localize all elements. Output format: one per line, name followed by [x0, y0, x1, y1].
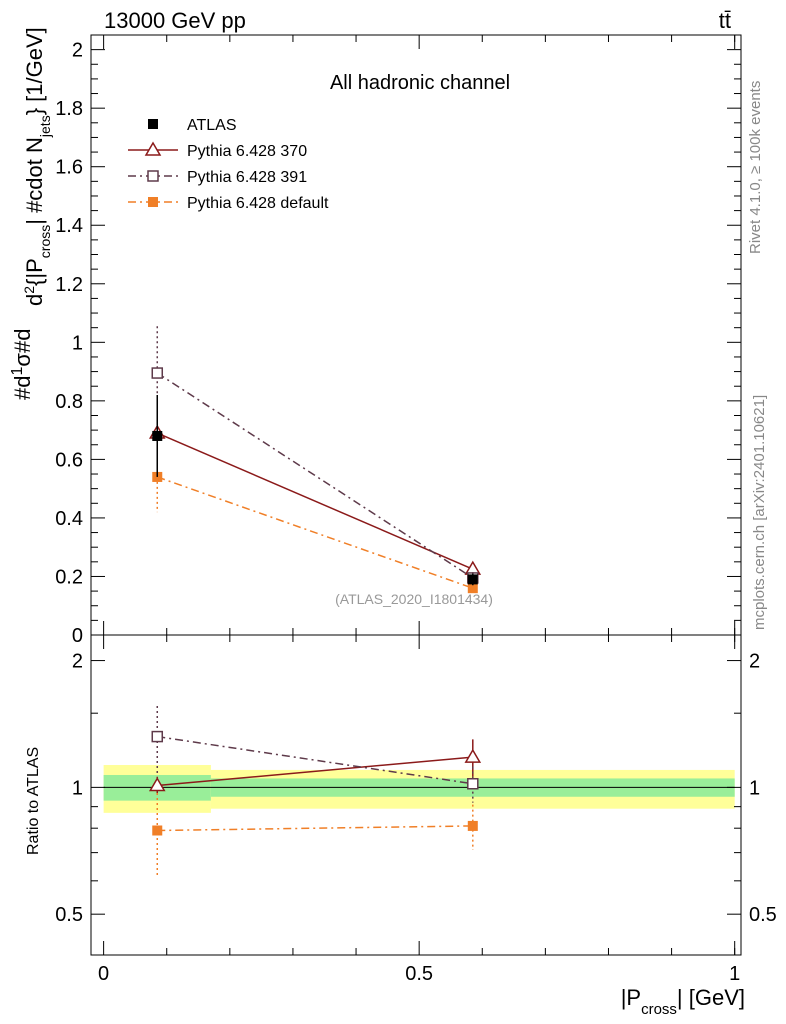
ratio-y-tick-label-right: 1: [749, 777, 760, 799]
legend-label-pythia-6-428-370: Pythia 6.428 370: [187, 143, 307, 160]
ratio-y-label: Ratio to ATLAS: [25, 747, 42, 855]
y-tick-label: 0.4: [55, 508, 83, 530]
x-axis-label: |Pcross| [GeV]: [621, 985, 745, 1018]
y-tick-label: 0.8: [55, 391, 83, 413]
y-tick-label: 2: [72, 40, 83, 62]
ratio-point-pythia-6-428-370: [148, 777, 166, 792]
y-tick-label: 1.4: [55, 215, 83, 237]
ratio-point-pythia-6-428-391: [467, 778, 479, 790]
ratio-panel-frame: [90, 634, 742, 956]
y-tick-label: 0.2: [55, 566, 83, 588]
y-axis-label-text: #d1σ#d: [9, 329, 35, 400]
energy-label: 13000 GeV pp: [104, 8, 246, 33]
y-axis-label: #d1σ#d d2{|Pcross| #cdot Njets} [1/GeV]: [9, 27, 53, 400]
chart-title: All hadronic channel: [330, 72, 510, 94]
rivet-label: Rivet 4.1.0, ≥ 100k events: [747, 81, 764, 254]
ratio-point-pythia-6-428-391: [151, 730, 164, 743]
ratio-line-pythia-6-428-391: [157, 735, 473, 785]
x-tick-label: 0: [98, 963, 109, 985]
ratio-point-pythia-6-428-370: [464, 748, 482, 763]
ratio-y-tick-label: 2: [72, 651, 83, 673]
analysis-tag: (ATLAS_2020_I1801434): [335, 591, 493, 607]
ratio-y-tick-label-right: 2: [749, 651, 760, 673]
point-atlas: [152, 430, 163, 441]
legend-marker-pythia-6-428-391: [147, 170, 159, 182]
y-tick-label: 0: [72, 625, 83, 647]
ratio-y-tick-label: 1: [72, 777, 83, 799]
ratio-line-pythia-6-428-370: [157, 756, 473, 787]
legend-marker-pythia-6-428-370: [144, 141, 162, 156]
point-pythia-6-428-default: [467, 583, 478, 594]
process-label: tt̄: [719, 8, 731, 33]
y-axis-label-frac: d2{|Pcross| #cdot Njets} [1/GeV]: [21, 27, 53, 306]
mcplots-label: mcplots.cern.ch [arXiv:2401.10621]: [751, 395, 768, 630]
legend-label-pythia-6-428-391: Pythia 6.428 391: [187, 169, 307, 186]
series-line-pythia-6-428-370: [156, 432, 474, 570]
legend-marker-atlas: [148, 119, 158, 129]
ratio-y-tick-label: 0.5: [55, 904, 83, 926]
legend-marker-pythia-6-428-default: [148, 197, 158, 207]
y-tick-label: 1.8: [55, 98, 83, 120]
y-tick-label: 1: [72, 332, 83, 354]
legend-label-pythia-6-428-default: Pythia 6.428 default: [187, 195, 329, 212]
y-tick-label: 0.6: [55, 449, 83, 471]
point-pythia-6-428-391: [151, 367, 164, 379]
ratio-y-tick-label-right: 0.5: [749, 904, 777, 926]
y-tick-label: 1.6: [55, 157, 83, 179]
x-tick-label: 0.5: [405, 963, 433, 985]
ratio-point-pythia-6-428-default: [467, 820, 478, 831]
ratio-line-pythia-6-428-default: [157, 825, 473, 832]
legend-label-atlas: ATLAS: [187, 117, 237, 134]
series-line-pythia-6-428-default: [157, 476, 474, 589]
series-line-pythia-6-428-391: [156, 372, 474, 579]
main-plot-layer: 0 0.2 0.4 0.6 0.8 1 1.2 1.4 1.6 1.8 2: [55, 35, 741, 647]
y-tick-label: 1.2: [55, 274, 83, 296]
ratio-plot-layer: 0 0.5 1 0.5 0.5 1 1 2 2: [55, 635, 777, 985]
point-atlas: [467, 574, 478, 585]
ratio-point-pythia-6-428-default: [152, 825, 163, 836]
x-tick-label: 1: [729, 963, 740, 985]
legend: ATLAS Pythia 6.428 370 Pythia 6.428 391 Pyt…: [128, 117, 329, 212]
